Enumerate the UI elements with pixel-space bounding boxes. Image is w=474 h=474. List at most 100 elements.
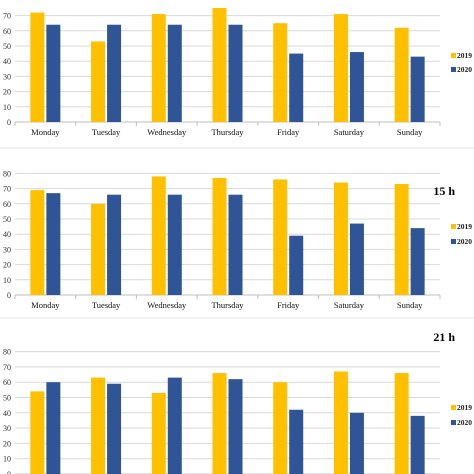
bar-2019-saturday bbox=[333, 371, 348, 474]
bar-2019-wednesday bbox=[151, 176, 166, 295]
y-tick-label: 0 bbox=[7, 470, 11, 474]
y-tick-label: 40 bbox=[3, 409, 11, 418]
bar-2020-friday bbox=[289, 235, 304, 295]
y-tick-label: 50 bbox=[3, 394, 11, 403]
x-tick-label: Sunday bbox=[397, 300, 423, 310]
y-tick-label: 20 bbox=[3, 439, 11, 448]
bar-2020-saturday bbox=[349, 52, 364, 122]
bar-2020-friday bbox=[289, 409, 304, 474]
bar-2019-monday bbox=[30, 391, 45, 474]
legend-swatch bbox=[451, 53, 456, 58]
bar-2020-thursday bbox=[228, 24, 243, 122]
y-tick-label: 80 bbox=[3, 169, 11, 178]
y-tick-label: 20 bbox=[3, 88, 11, 97]
bar-2019-monday bbox=[30, 190, 45, 295]
bar-2020-sunday bbox=[410, 228, 425, 295]
y-tick-label: 10 bbox=[3, 276, 11, 285]
chart-panel-1: 0 10 20 30 40 50 60 70 Monday Tuesday Wednesday Thu… bbox=[3, 8, 472, 137]
bar-2020-friday bbox=[289, 53, 304, 122]
bar-2019-friday bbox=[273, 179, 288, 295]
bar-2019-sunday bbox=[394, 373, 409, 474]
x-tick-label: Thursday bbox=[211, 300, 244, 310]
x-tick-label: Monday bbox=[31, 127, 60, 137]
legend-swatch bbox=[451, 239, 456, 244]
legend-swatch bbox=[451, 224, 456, 229]
bar-2019-thursday bbox=[212, 373, 227, 474]
legend-label: 2020 bbox=[457, 237, 472, 246]
bar-2019-tuesday bbox=[91, 41, 106, 122]
y-tick-label: 60 bbox=[3, 200, 11, 209]
bar-2020-tuesday bbox=[107, 24, 122, 122]
x-tick-label: Tuesday bbox=[92, 127, 121, 137]
legend-swatch bbox=[451, 67, 456, 72]
x-tick-label: Saturday bbox=[334, 300, 365, 310]
y-tick-label: 70 bbox=[3, 363, 11, 372]
bar-2020-thursday bbox=[228, 379, 243, 474]
legend-label: 2020 bbox=[457, 65, 472, 74]
y-tick-label: 70 bbox=[3, 185, 11, 194]
chart-panel-2: 0 10 20 30 40 50 60 70 80 Monday Tuesday Wednesday T… bbox=[3, 169, 472, 310]
legend-label: 2019 bbox=[457, 403, 472, 412]
y-tick-label: 30 bbox=[3, 424, 11, 433]
y-tick-label: 40 bbox=[3, 230, 11, 239]
bar-2020-tuesday bbox=[107, 383, 122, 474]
bar-2019-saturday bbox=[333, 182, 348, 295]
y-tick-label: 60 bbox=[3, 378, 11, 387]
bar-2020-tuesday bbox=[107, 194, 122, 295]
x-tick-label: Tuesday bbox=[92, 300, 121, 310]
x-tick-label: Thursday bbox=[211, 127, 244, 137]
bar-2019-friday bbox=[273, 23, 288, 123]
y-tick-label: 10 bbox=[3, 103, 11, 112]
x-tick-label: Wednesday bbox=[147, 127, 187, 137]
y-tick-label: 30 bbox=[3, 245, 11, 254]
legend-swatch bbox=[451, 405, 456, 410]
legend-swatch bbox=[451, 420, 456, 425]
y-tick-label: 80 bbox=[3, 348, 11, 357]
panel-title: 21 h bbox=[433, 330, 455, 344]
bar-2019-monday bbox=[30, 12, 45, 123]
bar-2019-wednesday bbox=[151, 392, 166, 474]
y-tick-label: 70 bbox=[3, 12, 11, 21]
panel-title: 15 h bbox=[433, 184, 455, 198]
bar-2019-friday bbox=[273, 382, 288, 474]
y-tick-label: 10 bbox=[3, 455, 11, 464]
y-tick-label: 50 bbox=[3, 215, 11, 224]
bar-2020-sunday bbox=[410, 56, 425, 122]
bar-2019-sunday bbox=[394, 184, 409, 295]
x-tick-label: Wednesday bbox=[147, 300, 187, 310]
bar-2020-thursday bbox=[228, 194, 243, 295]
bar-2019-thursday bbox=[212, 8, 227, 122]
bar-2019-thursday bbox=[212, 177, 227, 295]
bar-2020-monday bbox=[46, 193, 61, 295]
bar-2020-monday bbox=[46, 382, 61, 474]
y-tick-label: 40 bbox=[3, 57, 11, 66]
bar-2019-tuesday bbox=[91, 203, 106, 295]
bar-2020-wednesday bbox=[167, 377, 182, 474]
y-tick-label: 30 bbox=[3, 72, 11, 81]
x-tick-label: Friday bbox=[277, 127, 300, 137]
y-tick-label: 0 bbox=[7, 291, 11, 300]
bar-2020-monday bbox=[46, 24, 61, 122]
bar-2019-sunday bbox=[394, 27, 409, 122]
y-tick-label: 20 bbox=[3, 261, 11, 270]
x-tick-label: Friday bbox=[277, 300, 300, 310]
bar-2019-saturday bbox=[333, 14, 348, 122]
bar-2019-wednesday bbox=[151, 14, 166, 122]
bar-2020-sunday bbox=[410, 415, 425, 474]
legend-label: 2019 bbox=[457, 222, 472, 231]
x-tick-label: Saturday bbox=[334, 127, 365, 137]
legend-label: 2019 bbox=[457, 51, 472, 60]
bar-2019-tuesday bbox=[91, 377, 106, 474]
bar-2020-wednesday bbox=[167, 194, 182, 295]
x-tick-label: Monday bbox=[31, 300, 60, 310]
chart-panel-3: 01020304050607080MondayTuesdayWednesdayT… bbox=[3, 330, 472, 474]
y-tick-label: 50 bbox=[3, 42, 11, 51]
y-tick-label: 60 bbox=[3, 27, 11, 36]
y-tick-label: 0 bbox=[7, 118, 11, 127]
bar-2020-saturday bbox=[349, 223, 364, 295]
bar-2020-wednesday bbox=[167, 24, 182, 122]
legend-label: 2020 bbox=[457, 418, 472, 427]
x-tick-label: Sunday bbox=[397, 127, 423, 137]
bar-2020-saturday bbox=[349, 412, 364, 474]
